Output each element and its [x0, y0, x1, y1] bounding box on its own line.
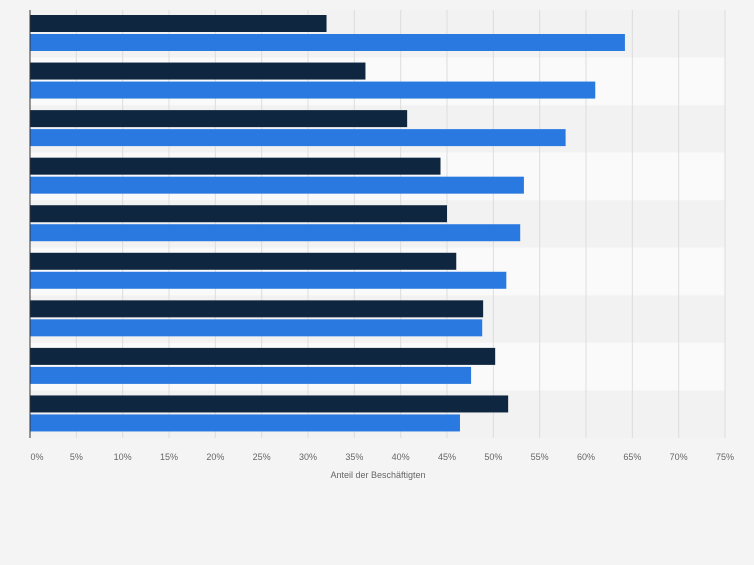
- x-tick-label: 70%: [670, 452, 688, 462]
- bar: [30, 300, 484, 318]
- bar: [30, 129, 566, 147]
- x-tick-label: 30%: [299, 452, 317, 462]
- x-tick-label: 50%: [484, 452, 502, 462]
- bar: [30, 157, 441, 175]
- bar: [30, 224, 521, 242]
- bar: [30, 319, 483, 337]
- bar: [30, 395, 509, 413]
- bar: [30, 271, 507, 289]
- bar: [30, 15, 327, 32]
- x-tick-label: 20%: [206, 452, 224, 462]
- bar: [30, 366, 472, 384]
- bar: [30, 176, 524, 194]
- x-tick-label: 10%: [114, 452, 132, 462]
- x-tick-label: 65%: [623, 452, 641, 462]
- x-tick-label: 40%: [392, 452, 410, 462]
- x-tick-label: 25%: [253, 452, 271, 462]
- x-tick-label: 45%: [438, 452, 456, 462]
- x-tick-label: 55%: [531, 452, 549, 462]
- x-tick-label: 5%: [70, 452, 83, 462]
- bar: [30, 34, 625, 51]
- bar: [30, 62, 366, 80]
- bar: [30, 347, 496, 365]
- x-tick-labels: 0% 5% 10% 15% 20% 25% 30% 35% 40% 45% 50% 55% 60% 65%…: [30, 452, 734, 462]
- x-axis-label: Anteil der Beschäftigten: [330, 470, 425, 480]
- x-tick-label: 75%: [716, 452, 734, 462]
- bar: [30, 205, 447, 223]
- bar: [30, 81, 596, 99]
- x-tick-label: 15%: [160, 452, 178, 462]
- gridlines: [75, 10, 726, 438]
- bars: [30, 15, 625, 432]
- bar: [30, 110, 408, 128]
- bar: [30, 414, 460, 432]
- x-tick-label: 35%: [345, 452, 363, 462]
- bar: [30, 252, 457, 270]
- x-tick-label: 60%: [577, 452, 595, 462]
- x-tick-label: 0%: [30, 452, 43, 462]
